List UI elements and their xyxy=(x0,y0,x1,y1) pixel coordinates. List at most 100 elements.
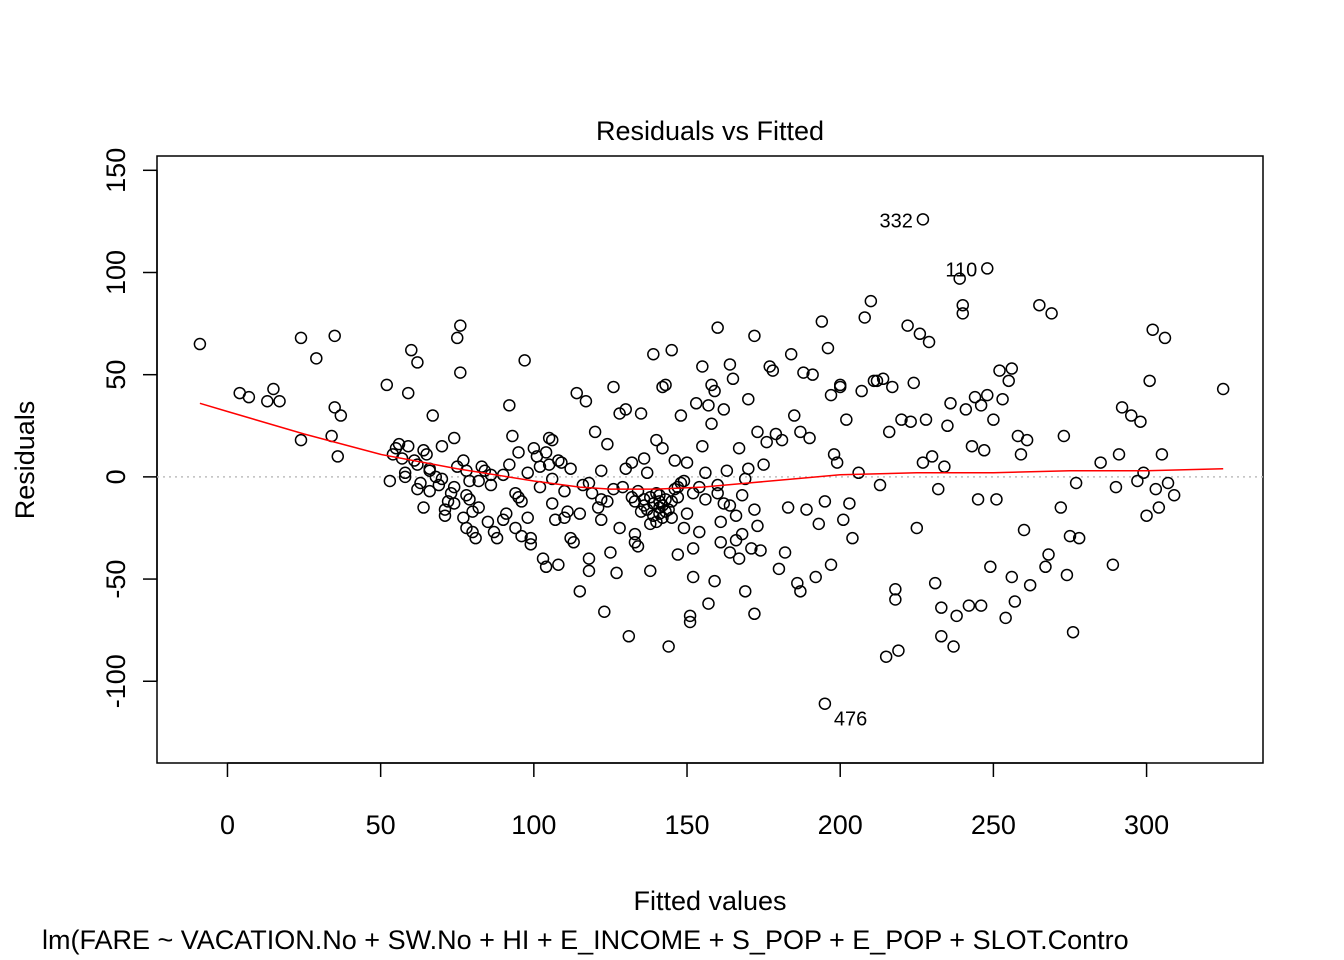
residual-point xyxy=(650,515,663,529)
residual-point xyxy=(1060,568,1074,582)
residual-point xyxy=(720,464,734,477)
residual-point xyxy=(328,329,341,343)
residual-point xyxy=(628,495,642,508)
residual-point xyxy=(968,390,982,404)
residual-point xyxy=(613,521,626,535)
residual-point xyxy=(806,368,819,381)
residual-point xyxy=(417,444,430,457)
residual-point xyxy=(714,515,727,529)
residual-point xyxy=(644,517,657,531)
residual-point xyxy=(705,378,718,392)
residual-point xyxy=(916,213,930,226)
residual-point xyxy=(974,399,988,412)
x-tick-label: 50 xyxy=(366,810,396,840)
x-tick-label: 300 xyxy=(1124,810,1169,840)
y-axis-label: Residuals xyxy=(10,401,40,520)
residual-point xyxy=(784,347,798,361)
residual-point xyxy=(527,442,541,455)
residual-point xyxy=(472,474,485,488)
residual-point xyxy=(907,376,920,390)
residual-point xyxy=(408,454,421,467)
residual-point xyxy=(261,395,274,408)
model-formula-subtitle: lm(FARE ~ VACATION.No + SW.No + HI + E_I… xyxy=(42,925,1129,955)
residual-point xyxy=(1152,501,1166,514)
residual-point xyxy=(469,531,482,545)
residual-point xyxy=(1134,415,1147,428)
residual-point xyxy=(1020,433,1034,447)
residual-point xyxy=(607,380,620,394)
y-tick-label: -50 xyxy=(101,560,131,599)
residual-point xyxy=(668,454,682,467)
residual-point xyxy=(763,360,776,373)
residual-point xyxy=(855,384,868,398)
residual-point xyxy=(892,644,905,657)
residual-point xyxy=(824,388,838,402)
residual-point xyxy=(735,527,749,541)
residual-point xyxy=(515,495,528,508)
residual-point xyxy=(512,446,525,459)
residual-point xyxy=(935,630,948,643)
residual-point xyxy=(944,397,957,410)
residual-point xyxy=(1216,382,1230,396)
residual-point xyxy=(751,425,764,439)
residual-point xyxy=(711,486,724,500)
residual-point xyxy=(650,433,663,447)
x-tick-label: 150 xyxy=(664,810,709,840)
residual-point xyxy=(723,499,737,512)
residual-point xyxy=(558,484,571,498)
residual-point xyxy=(656,380,669,394)
residual-point xyxy=(1002,374,1015,388)
residual-point xyxy=(438,509,452,522)
residual-point xyxy=(518,354,531,367)
residual-point xyxy=(677,521,691,535)
residual-point xyxy=(582,552,596,565)
residual-point xyxy=(634,505,648,518)
residual-point xyxy=(411,458,424,471)
residual-point xyxy=(671,548,685,561)
residual-point xyxy=(447,431,461,445)
residual-point xyxy=(693,525,706,539)
residual-point xyxy=(521,511,534,524)
residual-point xyxy=(858,311,871,324)
residual-point xyxy=(837,513,850,527)
residual-point xyxy=(671,491,685,504)
residual-point xyxy=(570,386,583,400)
residual-point xyxy=(723,546,737,559)
residual-point xyxy=(515,529,528,543)
residual-point xyxy=(435,439,449,453)
residual-point xyxy=(1023,578,1037,592)
residual-point xyxy=(294,433,308,447)
residual-point xyxy=(680,456,694,469)
residual-point xyxy=(521,466,534,480)
residual-point xyxy=(594,513,608,527)
residual-point xyxy=(267,382,280,396)
y-tick-label: 0 xyxy=(101,469,131,484)
residual-point xyxy=(545,472,559,486)
residual-point xyxy=(1005,570,1019,584)
residual-point xyxy=(634,407,648,420)
residual-point xyxy=(962,599,976,612)
residual-point xyxy=(977,444,991,457)
residual-point xyxy=(665,343,678,357)
residual-point xyxy=(683,615,697,629)
residual-point xyxy=(1005,362,1019,375)
residual-point xyxy=(447,480,461,494)
residual-point xyxy=(766,364,780,377)
residual-point xyxy=(463,493,476,506)
residual-point xyxy=(677,474,691,488)
residual-point xyxy=(833,380,847,394)
residual-point xyxy=(742,392,755,406)
residual-point xyxy=(925,450,939,463)
residual-point xyxy=(1057,429,1071,443)
residual-point xyxy=(653,489,666,502)
residual-point xyxy=(273,395,286,408)
residual-point xyxy=(650,486,663,500)
residual-point xyxy=(686,486,700,500)
residual-point xyxy=(1039,560,1052,574)
residual-point xyxy=(478,464,492,477)
residual-point xyxy=(588,425,602,439)
residual-point xyxy=(904,415,917,428)
residual-point xyxy=(702,399,715,412)
residual-point xyxy=(423,484,436,498)
residual-point xyxy=(545,497,559,510)
